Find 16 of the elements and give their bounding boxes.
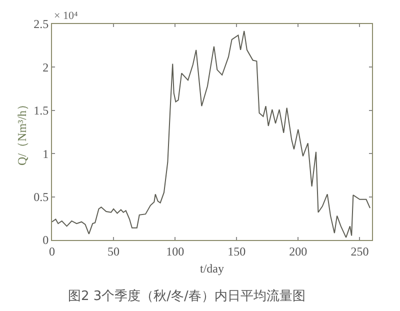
y-tick-label: 1 [42,146,49,161]
x-axis-title: t/day [200,261,224,276]
y-tick-label: 2 [42,60,49,74]
x-tick-label: 100 [166,244,184,258]
text: 图2 3个季度（秋/冬/春）内日平均流量图 [68,288,306,304]
y-tick-label: 1.5 [34,104,49,118]
y-tick-label: 0.5 [34,190,49,204]
y-tick-label: 2.5 [34,17,49,32]
x-tick-label: 250 [350,244,369,258]
x-tick-label: 50 [108,244,120,258]
x-tick-label: 200 [289,244,308,258]
y-axis-title: Q/（Nm³/h） [14,98,29,166]
line-series [52,30,371,238]
y-tick-label: 0 [42,233,49,248]
text: × 10⁴ [54,10,78,22]
x-tick-label: 150 [228,244,246,258]
